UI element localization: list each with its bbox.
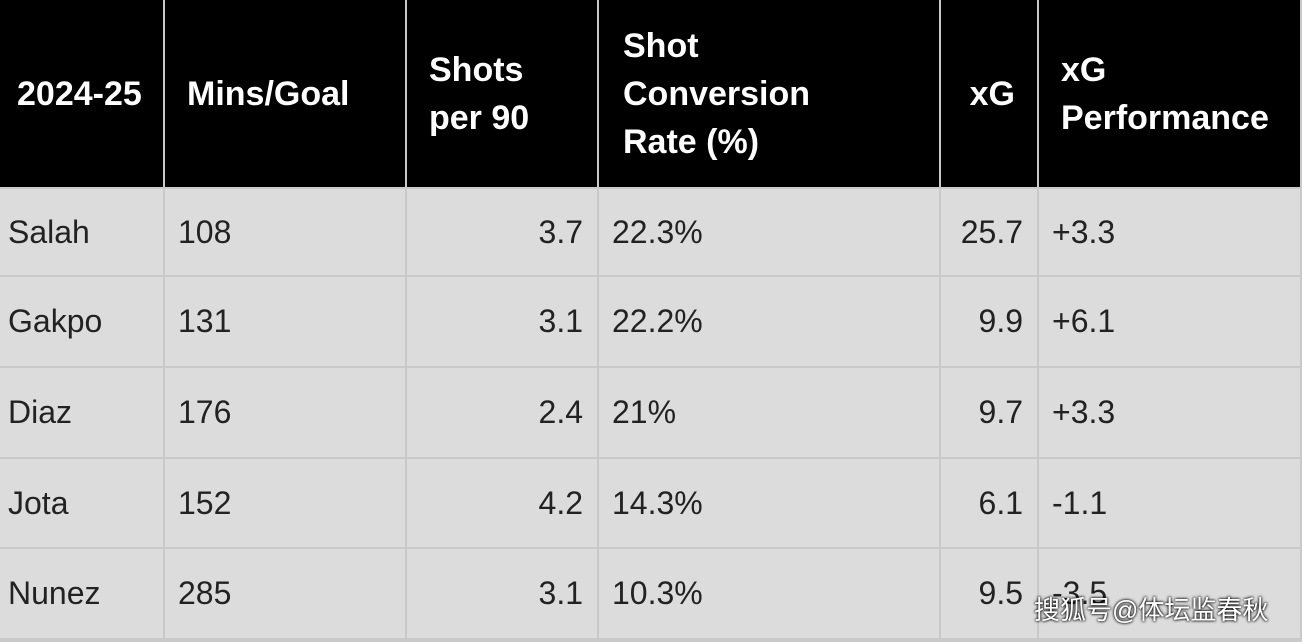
table-cell: 21% (599, 368, 939, 457)
table-cell: Salah (0, 189, 163, 275)
table-cell: 2.4 (407, 368, 597, 457)
header-text: xG Performance (1061, 50, 1269, 137)
table-cell: 3.1 (407, 277, 597, 366)
table-cell: 9.5 (941, 549, 1037, 638)
table-cell: 3.7 (407, 189, 597, 275)
table-cell: 25.7 (941, 189, 1037, 275)
table-cell: Jota (0, 459, 163, 547)
table-cell: +6.1 (1039, 277, 1300, 366)
header-cell: xG (941, 0, 1037, 187)
table-cell: 4.2 (407, 459, 597, 547)
header-cell: xG Performance (1039, 0, 1300, 187)
table-cell: 22.2% (599, 277, 939, 366)
header-text: Shots per 90 (429, 50, 530, 137)
table-cell: 9.9 (941, 277, 1037, 366)
table-cell: 6.1 (941, 459, 1037, 547)
table-cell: 152 (165, 459, 405, 547)
header-cell: Shots per 90 (407, 0, 597, 187)
header-text: Shot Conversion Rate (%) (623, 26, 811, 161)
table-cell: 22.3% (599, 189, 939, 275)
table-cell: -1.1 (1039, 459, 1300, 547)
table-cell: 285 (165, 549, 405, 638)
header-cell: Shot Conversion Rate (%) (599, 0, 939, 187)
table-cell: 131 (165, 277, 405, 366)
table-cell: 3.1 (407, 549, 597, 638)
table-cell: 14.3% (599, 459, 939, 547)
table-cell: 176 (165, 368, 405, 457)
watermark: 搜狐号@体坛监春秋 (1034, 595, 1269, 625)
table-cell: 9.7 (941, 368, 1037, 457)
table-cell: +3.3 (1039, 189, 1300, 275)
header-text: xG (969, 74, 1015, 113)
header-cell: 2024-25 (0, 0, 163, 187)
header-text: Mins/Goal (187, 74, 350, 113)
table-cell: +3.3 (1039, 368, 1300, 457)
table-cell: 10.3% (599, 549, 939, 638)
header-cell: Mins/Goal (165, 0, 405, 187)
table-cell: 108 (165, 189, 405, 275)
table-cell: -3.5 (1039, 549, 1300, 638)
table-cell: Nunez (0, 549, 163, 638)
header-text: 2024-25 (17, 74, 142, 113)
table-cell: Diaz (0, 368, 163, 457)
table-cell: Gakpo (0, 277, 163, 366)
